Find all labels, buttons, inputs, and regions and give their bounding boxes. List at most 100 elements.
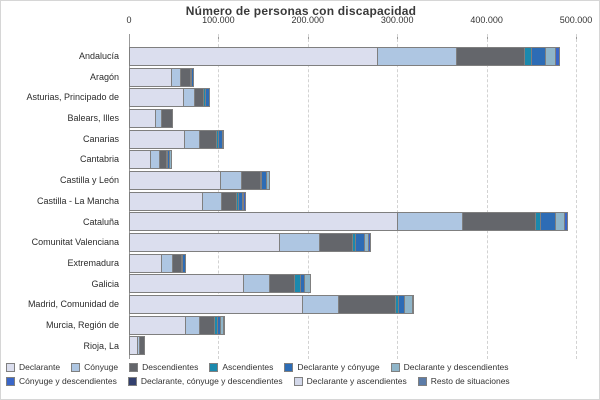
bar-row: [129, 274, 576, 295]
bar-segment: [524, 47, 532, 65]
x-tick-label: 100.000: [202, 15, 235, 25]
bar-rows: [129, 46, 576, 356]
bar-segment: [171, 68, 181, 86]
category-label: Rioja, La: [83, 340, 119, 351]
bar-segment: [182, 89, 195, 107]
category-label: Asturias, Principado de: [26, 92, 119, 103]
bar-segment: [554, 47, 560, 65]
bar-row: [129, 253, 576, 274]
bar-row: [129, 108, 576, 129]
stacked-bar: [129, 170, 270, 190]
bar-row: [129, 191, 576, 212]
stacked-bar: [129, 336, 146, 356]
bar-segment: [222, 130, 224, 148]
bar-segment: [456, 47, 525, 65]
bar-segment: [130, 151, 150, 169]
bar-segment: [130, 130, 184, 148]
bar-segment: [130, 89, 183, 107]
legend-swatch: [71, 362, 81, 372]
bar-segment: [238, 192, 242, 210]
legend-swatch: [417, 376, 427, 386]
legend-swatch: [293, 376, 303, 386]
gridline: [397, 34, 399, 359]
bar-segment: [220, 316, 223, 334]
stacked-bar: [129, 191, 247, 211]
category-label: Andalucía: [78, 51, 119, 61]
bar-segment: [158, 151, 166, 169]
stacked-bar: [129, 233, 371, 253]
bar-segment: [183, 130, 199, 148]
bar-segment: [189, 68, 191, 86]
category-label: Murcia, Región de: [45, 319, 119, 330]
category-label: Canarias: [82, 133, 119, 144]
legend-item: Declarante y cónyuge: [284, 362, 380, 372]
bar-segment: [338, 296, 395, 314]
legend-item: Ascendientes: [209, 362, 273, 372]
bar-segment: [301, 296, 339, 314]
bar-segment: [299, 275, 305, 293]
stacked-bar: [129, 315, 225, 335]
bar-segment: [172, 254, 181, 272]
legend-swatch: [284, 362, 294, 372]
chart-title: Número de personas con discapacidad: [185, 4, 417, 18]
category-label: Castilla - La Mancha: [36, 195, 119, 206]
legend-item: Cónyuge y descendientes: [6, 376, 117, 386]
bar-segment: [376, 47, 457, 65]
bar-segment: [243, 192, 246, 210]
legend-label: Declarante y descendientes: [403, 362, 509, 372]
bar-segment: [198, 316, 215, 334]
bar-segment: [236, 192, 239, 210]
bar-segment: [261, 171, 266, 189]
bar-segment: [564, 213, 568, 231]
legend-label: Descendientes: [142, 362, 199, 372]
x-tick-mark: [129, 34, 130, 41]
bar-segment: [218, 130, 223, 148]
bar-segment: [294, 275, 300, 293]
bar-segment: [265, 171, 269, 189]
bar-segment: [130, 47, 377, 65]
bar-segment: [184, 316, 199, 334]
bar-segment: [130, 254, 162, 272]
bar-segment: [190, 68, 193, 86]
bar-segment: [130, 234, 280, 252]
gridline: [307, 34, 309, 359]
bar-row: [129, 87, 576, 108]
legend-label: Cónyuge: [84, 362, 119, 372]
stacked-bar: [129, 212, 569, 232]
legend-label: Declarante y cónyuge: [297, 362, 380, 372]
bar-segment: [137, 337, 140, 355]
bar-segment: [318, 234, 352, 252]
bar-segment: [180, 68, 190, 86]
bar-segment: [241, 192, 244, 210]
category-label: Aragón: [89, 71, 119, 82]
bar-segment: [130, 192, 202, 210]
legend-item: Declarante y descendientes: [390, 362, 509, 372]
legend-item: Declarante y ascendientes: [293, 376, 407, 386]
legend-label: Ascendientes: [222, 362, 274, 372]
legend-swatch: [390, 362, 400, 372]
x-tick-label: 0: [126, 15, 132, 25]
legend-item: Declarante: [6, 362, 60, 372]
bar-segment: [531, 47, 545, 65]
bar-segment: [161, 254, 172, 272]
bar-segment: [130, 213, 398, 231]
legend-label: Declarante y ascendientes: [306, 376, 407, 386]
stacked-bar: [129, 129, 225, 149]
bar-segment: [215, 130, 219, 148]
bar-segment: [203, 89, 205, 107]
gridline: [576, 34, 577, 359]
bar-segment: [181, 254, 185, 272]
bar-segment: [269, 275, 295, 293]
category-label: Madrid, Comunidad de: [27, 299, 119, 310]
bar-segment: [351, 234, 356, 252]
bar-segment: [130, 275, 243, 293]
bar-row: [129, 294, 576, 315]
x-tick-label: 200.000: [291, 15, 325, 25]
bar-segment: [130, 296, 302, 314]
bar-segment: [355, 234, 365, 252]
x-tick-label: 300.000: [380, 15, 414, 25]
bar-segment: [204, 89, 209, 107]
x-tick-label: 400.000: [470, 15, 503, 25]
bar-row: [129, 170, 576, 191]
bar-segment: [194, 89, 204, 107]
